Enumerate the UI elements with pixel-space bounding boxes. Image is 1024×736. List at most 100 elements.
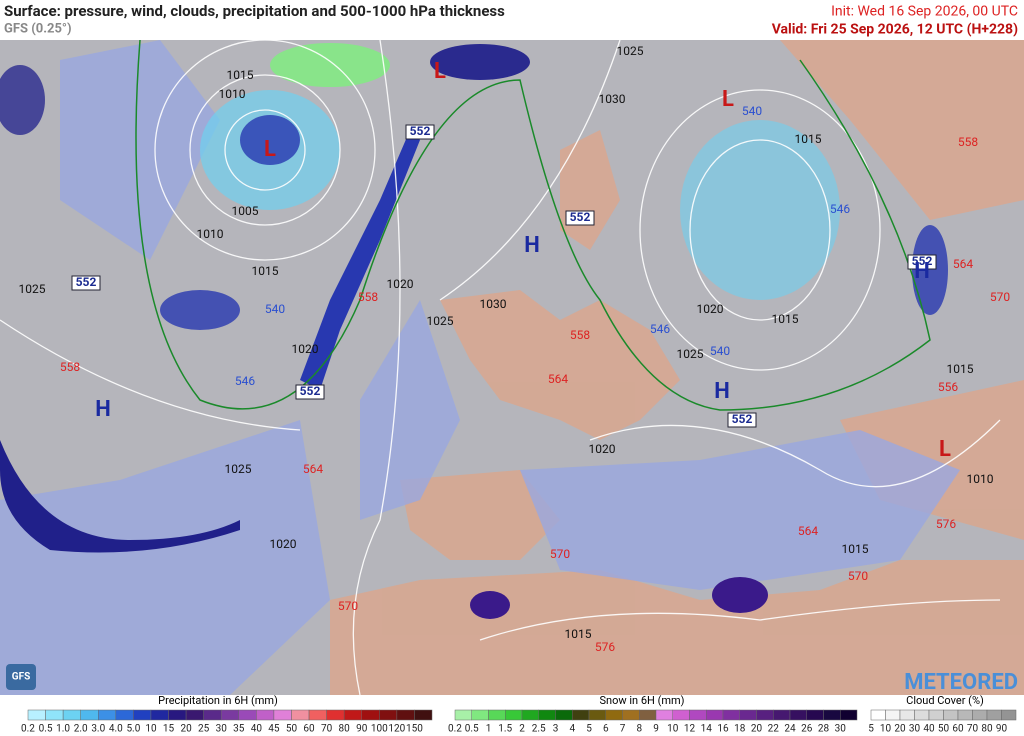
legend-label: 25 — [198, 724, 210, 735]
isobar-labels: 1015 — [947, 362, 974, 376]
isobar-labels: 1020 — [697, 302, 724, 316]
legend-label: 3 — [553, 724, 559, 735]
isobar-labels: 1025 — [617, 44, 644, 58]
legend-label: 30 — [835, 724, 847, 735]
isobar-labels: 1025 — [225, 462, 252, 476]
legend-label: 2 — [519, 724, 525, 735]
legend-swatch — [396, 709, 415, 721]
legend-label: 60 — [303, 724, 315, 735]
legend-swatch — [605, 709, 623, 721]
label-box — [295, 384, 325, 400]
legend-swatch — [722, 709, 740, 721]
legend-label: 5 — [868, 724, 874, 735]
thickness-red: 570 — [550, 547, 570, 561]
legend-swatch — [361, 709, 380, 721]
isobar-labels: 1020 — [589, 442, 616, 456]
legend-label: 24 — [784, 724, 796, 735]
legend-swatch — [588, 709, 606, 721]
label-box — [727, 412, 757, 428]
legend-label: 150 — [406, 724, 423, 735]
thickness-red: 576 — [595, 640, 615, 654]
legend-swatch — [572, 709, 590, 721]
highs: H — [914, 259, 930, 284]
sea — [0, 40, 960, 695]
legend-label: 0.5 — [465, 724, 479, 735]
legend-label: 18 — [734, 724, 746, 735]
legend-label: 45 — [268, 724, 280, 735]
legend-swatch — [899, 709, 915, 721]
thickness-boxed: 552 — [732, 412, 753, 426]
legend-swatch — [972, 709, 988, 721]
legend-swatch — [639, 709, 657, 721]
legend-label: 3.0 — [91, 724, 105, 735]
legend-swatch — [739, 709, 757, 721]
subtitle: GFS (0.25°) — [4, 21, 72, 36]
legend-label: 16 — [717, 724, 729, 735]
isobar-labels: 1025 — [427, 314, 454, 328]
legend-swatch — [672, 709, 690, 721]
legend-swatch — [823, 709, 841, 721]
legend-swatch — [62, 709, 81, 721]
legend-label: 22 — [768, 724, 780, 735]
isobar-labels: 1015 — [252, 264, 279, 278]
legend-label: 30 — [216, 724, 228, 735]
legend-swatch — [256, 709, 275, 721]
legend-label: 30 — [909, 724, 921, 735]
thickness-blue: 546 — [235, 374, 255, 388]
snow-legend-title: Snow in 6H (mm) — [600, 694, 685, 707]
legend-swatch — [756, 709, 774, 721]
legend-label: 5.0 — [126, 724, 140, 735]
legend-swatch — [885, 709, 901, 721]
legend-swatch — [806, 709, 824, 721]
thickness-blue: 540 — [742, 104, 762, 118]
legend-label: 50 — [286, 724, 298, 735]
thickness-red: 564 — [548, 372, 568, 386]
legend-swatch — [185, 709, 204, 721]
isobar-labels: 1020 — [292, 342, 319, 356]
legend-swatch — [80, 709, 99, 721]
legend-label: 2.5 — [532, 724, 546, 735]
legend-label: 5 — [586, 724, 592, 735]
legend-label: 70 — [321, 724, 333, 735]
isobar-labels: 1015 — [227, 68, 254, 82]
legend-label: 28 — [818, 724, 830, 735]
highs: H — [524, 233, 540, 258]
legend-label: 1.5 — [498, 724, 512, 735]
legend-swatch — [789, 709, 807, 721]
isobar-labels: 1010 — [967, 472, 994, 486]
valid-time: Valid: Fri 25 Sep 2026, 12 UTC (H+228) — [772, 22, 1018, 38]
legend-swatch — [555, 709, 573, 721]
legend-label: 4 — [569, 724, 575, 735]
legend-label: 35 — [233, 724, 245, 735]
legend-label: 50 — [938, 724, 950, 735]
thickness-red: 556 — [938, 380, 958, 394]
isobar-labels: 1010 — [219, 87, 246, 101]
legend-swatch — [521, 709, 539, 721]
thickness-red: 564 — [303, 462, 323, 476]
legend-label: 9 — [653, 724, 659, 735]
thickness-blue: 540 — [710, 344, 730, 358]
legend-swatch — [308, 709, 327, 721]
thickness-blue: 540 — [265, 302, 285, 316]
legend-label: 20 — [751, 724, 763, 735]
thickness-red: 576 — [936, 517, 956, 531]
thickness-blue: 546 — [830, 202, 850, 216]
cloud-legend-title: Cloud Cover (%) — [906, 694, 984, 707]
thickness-red: 564 — [798, 524, 818, 538]
map-labels: 1015 1010 1005 1010 1015 1025 1020 1020 1025 1030… — [19, 44, 1011, 654]
legend-label: 20 — [180, 724, 192, 735]
legend-swatch — [326, 709, 345, 721]
isobar-labels: 1020 — [270, 537, 297, 551]
legend-label: 0.2 — [21, 724, 35, 735]
isobar-labels: 1020 — [387, 277, 414, 291]
legend-swatch — [655, 709, 673, 721]
legend-swatch — [454, 709, 472, 721]
thickness-red: 570 — [338, 599, 358, 613]
isobar-labels: 1010 — [197, 227, 224, 241]
thickness-boxed: 552 — [410, 124, 431, 138]
init-time: Init: Wed 16 Sep 2026, 00 UTC — [831, 4, 1018, 20]
isobar-labels: 1030 — [480, 297, 507, 311]
highs: H — [714, 379, 730, 404]
label-box — [565, 210, 595, 226]
